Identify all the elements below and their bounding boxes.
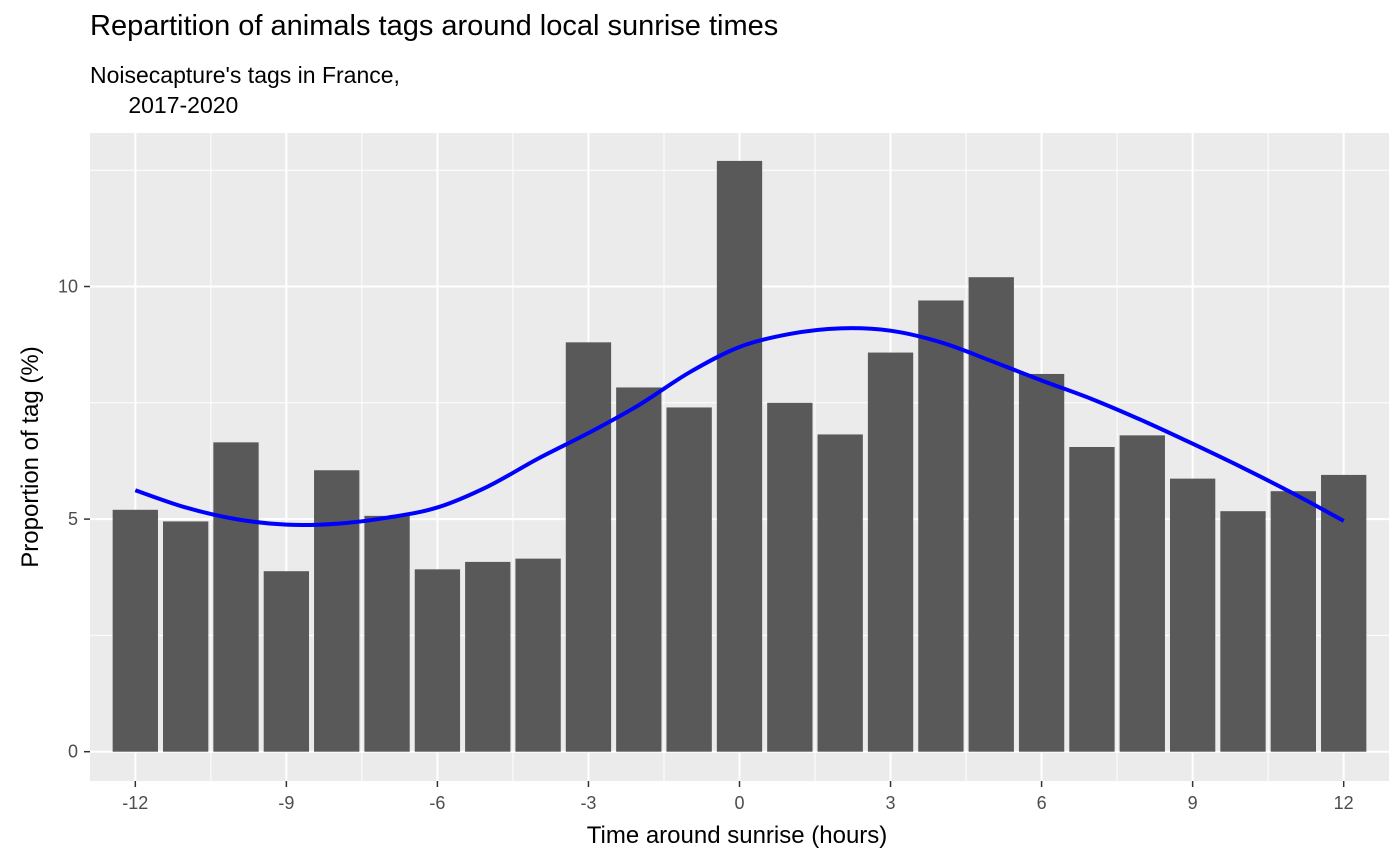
x-tick-label: 6 [1037,793,1047,813]
smooth-trend-line [134,326,1345,528]
x-tick-label: -3 [580,793,596,813]
bar [767,402,813,752]
axis-ticks [84,285,1345,787]
bar [817,434,863,752]
bar [1270,491,1316,752]
bar [465,561,511,752]
chart-subtitle: Noisecapture's tags in France, 2017-2020 [90,62,400,118]
x-tick-label: -9 [278,793,294,813]
x-tick-label: 12 [1334,793,1354,813]
bar [1069,446,1115,752]
x-tick-label: 9 [1188,793,1198,813]
bar [1220,511,1266,752]
y-tick-labels: 0 5 10 [58,277,78,762]
bar [1119,435,1165,752]
bar [213,442,259,752]
y-tick-label: 5 [68,509,78,529]
bar [515,558,561,752]
bar [1169,478,1216,752]
y-tick-label: 0 [68,742,78,762]
bar [1018,373,1065,752]
bar [414,569,461,752]
bar [112,509,158,752]
bar [163,521,209,752]
bar [364,515,410,752]
y-tick-label: 10 [58,277,78,297]
y-axis-title: Proportion of tag (%) [17,346,44,567]
bar [565,342,612,752]
x-tick-label: 3 [886,793,896,813]
x-tick-labels: -12 -9 -6 -3 0 3 6 9 12 [122,793,1353,813]
bar [616,387,662,752]
bar [1321,474,1367,752]
x-tick-label: 0 [734,793,744,813]
bar [716,160,763,752]
x-tick-label: -12 [122,793,148,813]
bar [314,470,360,752]
x-axis-title: Time around sunrise (hours) [587,822,888,849]
bar [968,277,1014,752]
bar [918,300,964,752]
bar [263,571,310,752]
chart-title: Repartition of animals tags around local… [90,10,779,42]
bar [666,407,712,752]
bar [867,352,914,752]
x-tick-label: -6 [429,793,445,813]
